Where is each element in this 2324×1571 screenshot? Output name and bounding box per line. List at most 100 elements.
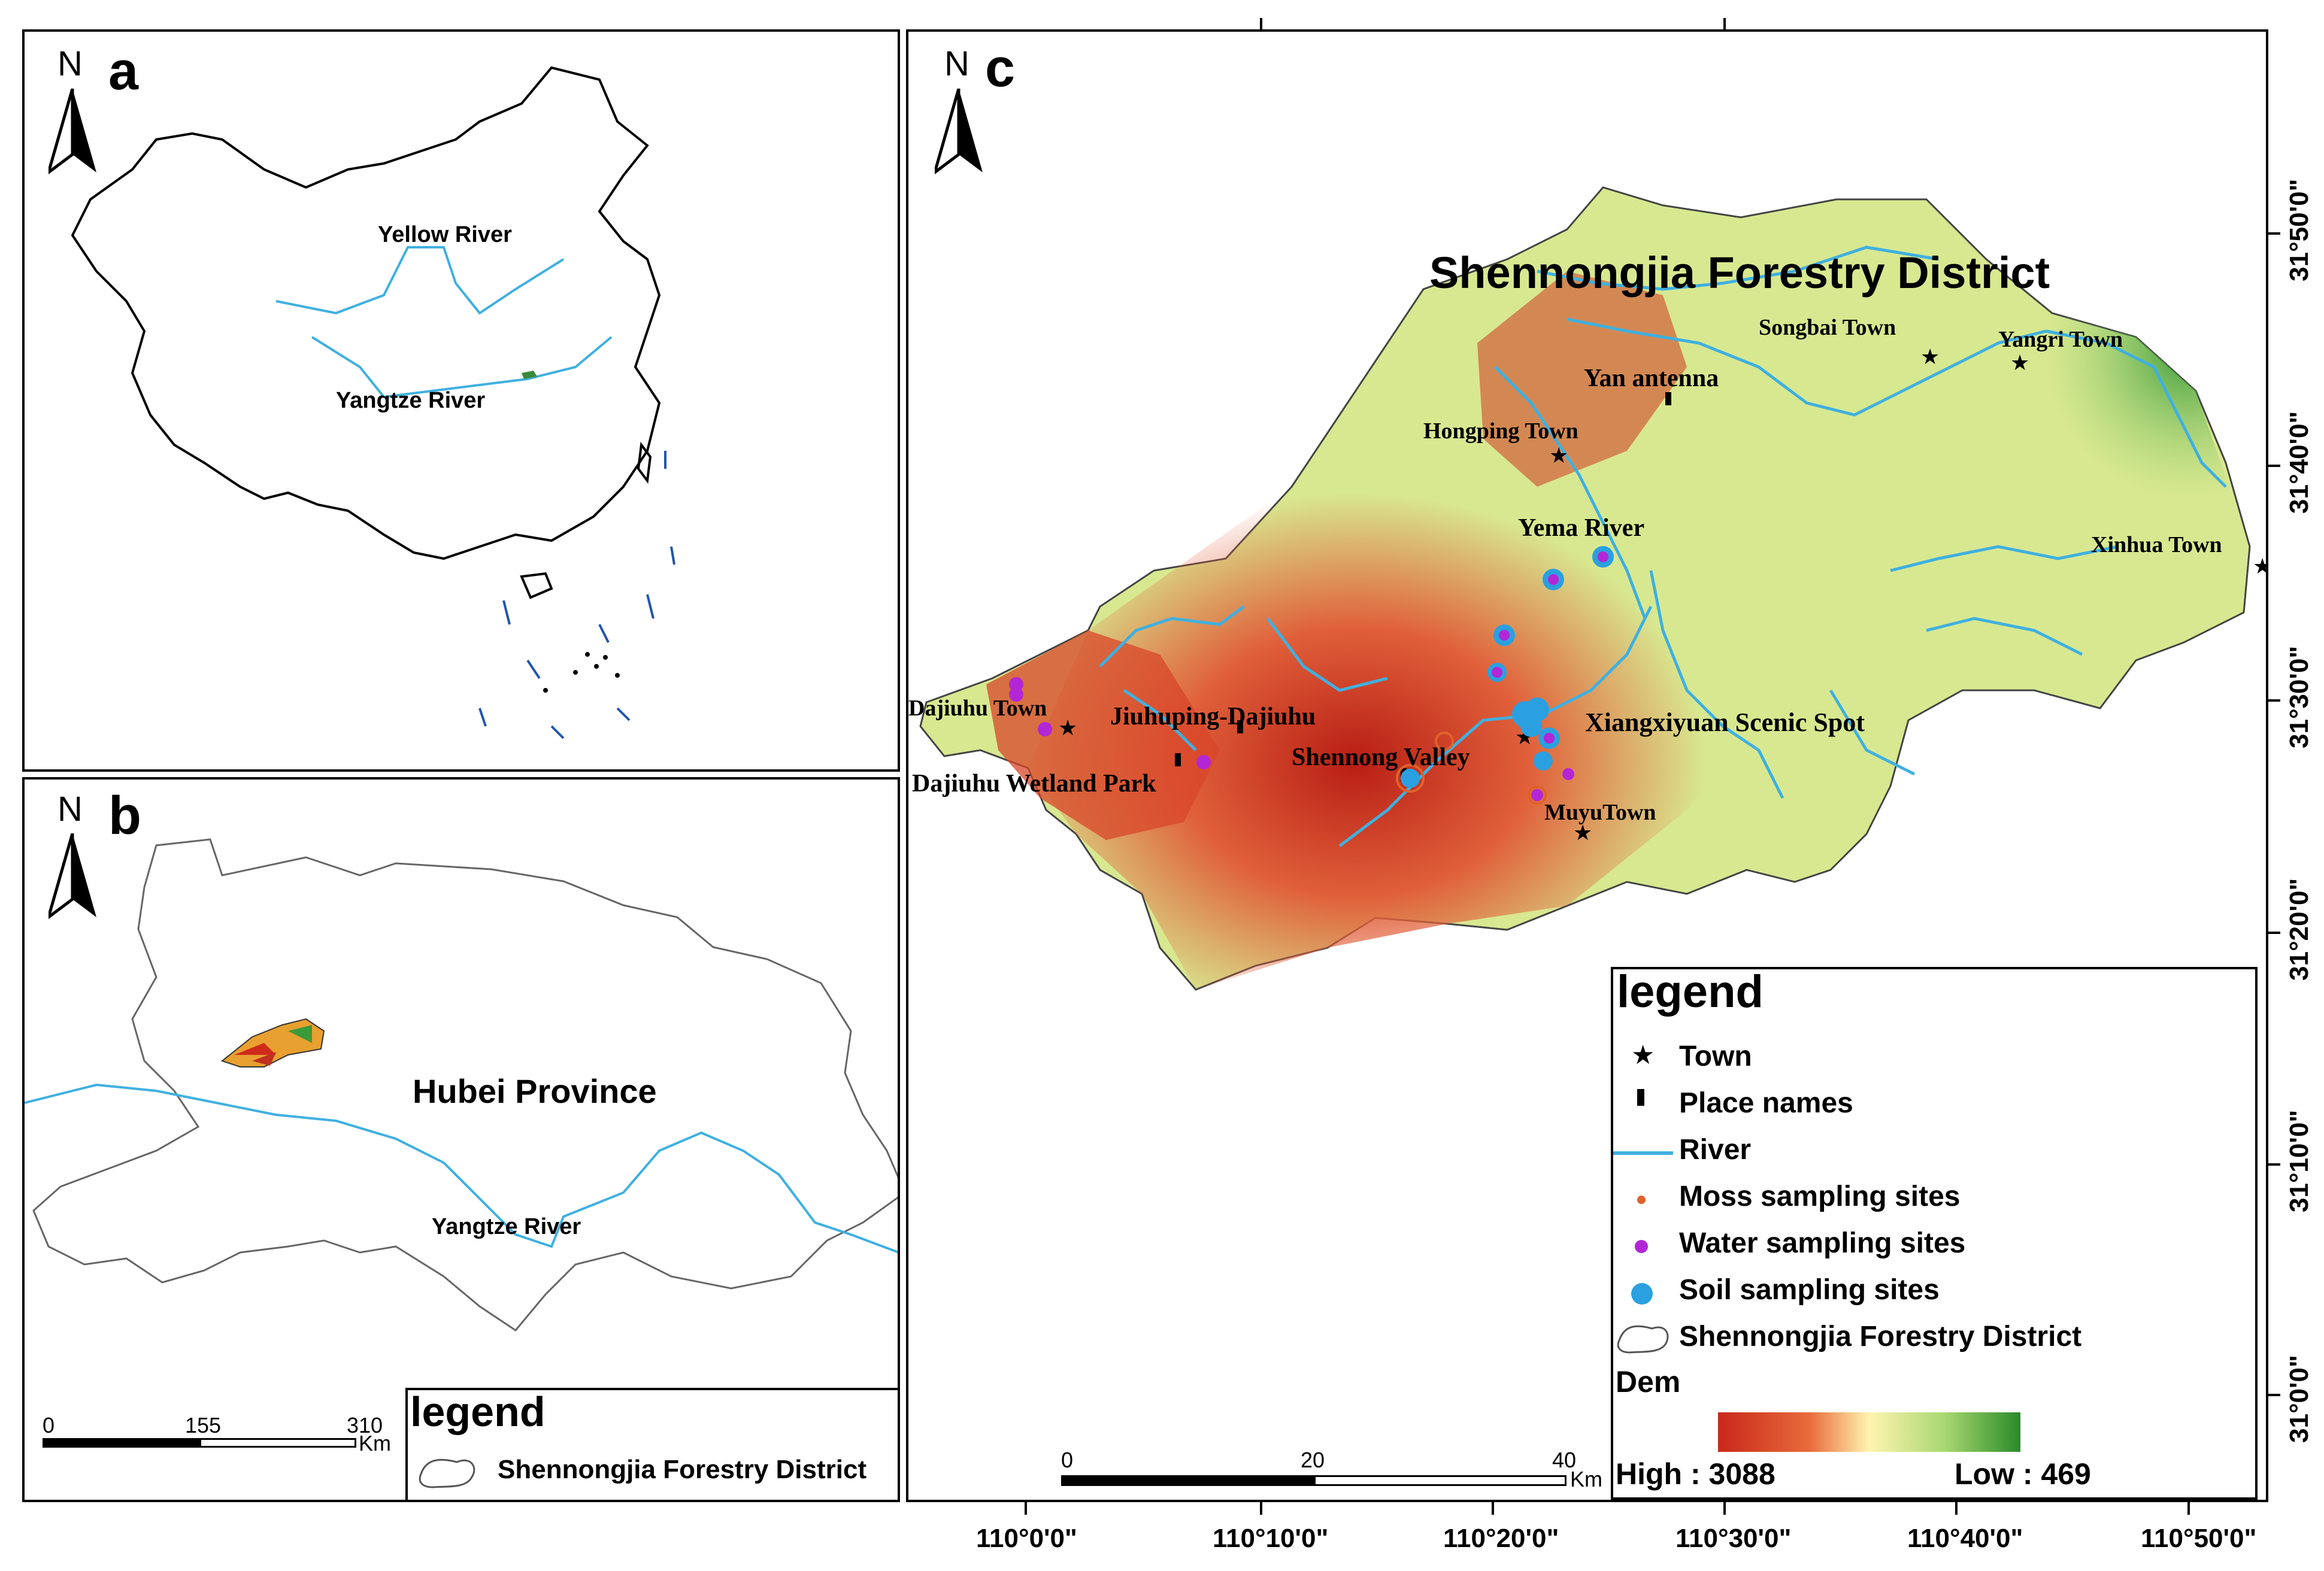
scale-bar-segment-white: [199, 1438, 356, 1448]
north-label-b: N: [57, 790, 83, 829]
hubei-map: [25, 838, 898, 1332]
place-pin-icon: [1175, 753, 1181, 766]
lon-label-110-50: 110°50'0": [2141, 1524, 2257, 1553]
town-star-icon: ★: [2253, 554, 2266, 579]
place-xiangxiyuan: Xiangxiyuan Scenic Spot: [1585, 708, 1865, 737]
north-label: N: [57, 44, 83, 83]
place-yan-antenna: Yan antenna: [1584, 365, 1719, 392]
legend-soil: Soil sampling sites: [1679, 1274, 1940, 1306]
yangtze-river: [311, 336, 613, 399]
place-pin-icon: [1237, 720, 1243, 733]
district-title: Shennongjia Forestry District: [1429, 248, 2050, 298]
rivers: [1099, 245, 2227, 847]
lat-label-31-50: 31°50'0": [2284, 178, 2314, 281]
nine-dash-line: [478, 451, 675, 739]
china-outline: [71, 66, 661, 560]
town-star-icon: ★: [1573, 821, 1592, 845]
lat-label-31-30: 31°30'0": [2284, 645, 2314, 748]
north-arrow-icon: [49, 89, 96, 175]
yellow-river: [275, 246, 565, 315]
scale-bar-segment-white: [1314, 1475, 1566, 1486]
legend-town: Town: [1679, 1041, 1752, 1072]
shennongjia-location: [522, 371, 537, 379]
legend-b-item: Shennongjia Forestry District: [498, 1455, 867, 1484]
scale-bar-b: 0 155 310 Km: [43, 1413, 391, 1455]
panel-a: N a Yellow River Yangtze River: [22, 29, 900, 772]
north-arrow-icon: [49, 833, 96, 920]
lon-label-110-40: 110°40'0": [1907, 1524, 2023, 1553]
panel-letter-c: c: [985, 38, 1016, 98]
dem-green-east: [1837, 199, 2250, 630]
legend-district: Shennongjia Forestry District: [1679, 1321, 2082, 1352]
place-shennong-valley: Shennong Valley: [1292, 744, 1470, 771]
place-jiuhuping: Jiuhuping-Dajiuhu: [1110, 703, 1316, 730]
place-hongping: Hongping Town: [1423, 418, 1578, 444]
scale-bar-segment-black: [1061, 1475, 1314, 1486]
legend-river: River: [1679, 1134, 1752, 1166]
legend-place-names: Place names: [1679, 1087, 1853, 1119]
place-yema: Yema River: [1518, 514, 1645, 542]
legend-b: legend Shennongjia Forestry District: [405, 1388, 898, 1500]
dem-color-ramp: [1718, 1412, 2020, 1452]
north-label-c: N: [944, 44, 969, 83]
panel-letter-b: b: [108, 786, 141, 846]
legend-dem-low: Low : 469: [1955, 1457, 2091, 1491]
place-muyu: MuyuTown: [1544, 800, 1656, 825]
dem-red-west: [986, 630, 1220, 840]
place-dajiuhu-wetland: Dajiuhu Wetland Park: [912, 770, 1156, 797]
scale-bar-c: 0 20 40 Km: [1061, 1448, 1602, 1496]
town-star-icon: ★: [1631, 1040, 1655, 1070]
yangtze-river-label: Yangtze River: [336, 388, 486, 413]
scale-tick-40: 40: [1552, 1448, 1577, 1472]
water-site-icon: [1635, 1240, 1648, 1253]
legend-b-title: legend: [410, 1388, 546, 1435]
china-map: [71, 66, 675, 739]
town-star-icon: ★: [2010, 351, 2029, 375]
lat-label-31-20: 31°20'0": [2284, 878, 2314, 981]
panel-letter-a: a: [108, 41, 139, 101]
panel-b: N b Hubei Province Yangtze River 0 155 3…: [22, 777, 900, 1502]
scale-unit: Km: [359, 1431, 391, 1455]
place-yangri: Yangri Town: [1998, 327, 2123, 352]
river-line-icon: [1613, 1151, 1673, 1155]
district-symbol-icon: [1617, 1325, 1669, 1354]
lat-label-31-00: 31°0'0": [2284, 1355, 2314, 1443]
dem-red-north: [1477, 271, 1687, 487]
scale-tick-155: 155: [185, 1413, 222, 1437]
district-symbol-icon: [419, 1458, 475, 1488]
scale-tick-310: 310: [347, 1413, 383, 1437]
panel-c: ★ ★ ★ ★ ★ ★ ★: [906, 29, 2268, 1502]
scale-bar-segment-black: [43, 1438, 199, 1448]
soil-sampling-sites: [1401, 546, 1614, 788]
scale-tick-0: 0: [1061, 1448, 1074, 1472]
legend-dem-title: Dem: [1616, 1365, 1681, 1399]
town-star-icon: ★: [1920, 345, 1940, 369]
place-dajiuhu-town: Dajiuhu Town: [908, 696, 1047, 721]
lat-label-31-10: 31°10'0": [2284, 1109, 2314, 1212]
place-pin-icon: [1665, 392, 1671, 405]
yangtze-river-b: [25, 1083, 898, 1254]
legend-c: legend ★ Town Place names River Moss sam…: [1611, 966, 2258, 1500]
yangtze-river-label-b: Yangtze River: [432, 1214, 581, 1239]
place-pin-icon: [1637, 1089, 1644, 1106]
hainan: [520, 572, 553, 599]
lat-label-31-40: 31°40'0": [2284, 411, 2314, 514]
lon-label-110-20: 110°20'0": [1443, 1524, 1559, 1553]
lon-label-110-00: 110°0'0": [976, 1524, 1077, 1553]
place-songbai: Songbai Town: [1759, 315, 1896, 340]
scale-unit: Km: [1570, 1467, 1602, 1491]
town-star-icon: ★: [1549, 444, 1568, 468]
lon-label-110-30: 110°30'0": [1675, 1524, 1792, 1553]
moss-sampling-sites: [1396, 732, 1547, 805]
shennongjia-dem-texture: [234, 1025, 312, 1066]
town-star-icon: ★: [1058, 716, 1077, 741]
legend-c-title: legend: [1617, 966, 1764, 1017]
legend-water: Water sampling sites: [1679, 1227, 1966, 1259]
hubei-province-label: Hubei Province: [413, 1072, 657, 1110]
hubei-outline: [32, 838, 898, 1332]
soil-site-icon: [1631, 1283, 1653, 1305]
islands: [543, 652, 620, 693]
north-arrow-icon: [935, 89, 983, 175]
moss-site-icon: [1637, 1196, 1646, 1204]
shennongjia-dem-map: ★ ★ ★ ★ ★ ★ ★: [919, 186, 2266, 991]
